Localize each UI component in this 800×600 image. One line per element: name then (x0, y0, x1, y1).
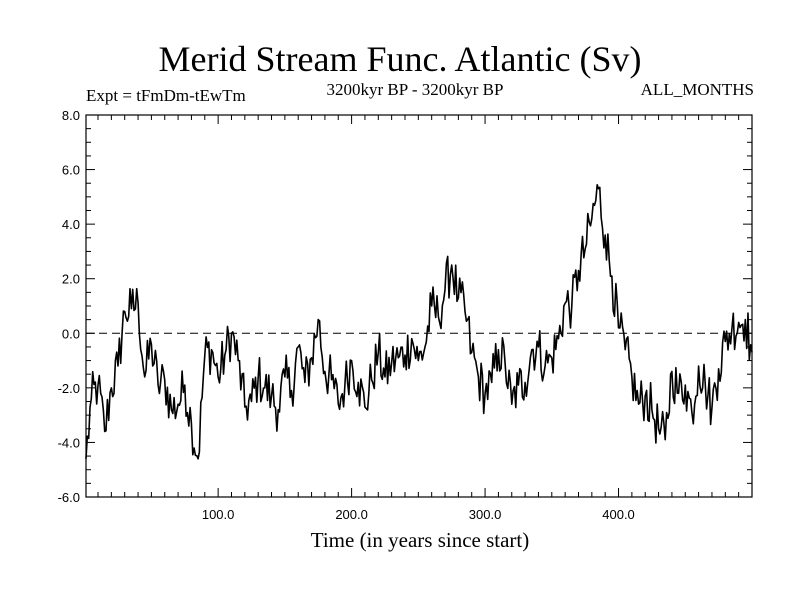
experiment-label: Expt = tFmDm-tEwTm (86, 86, 246, 105)
y-tick-label: 0.0 (62, 326, 80, 341)
x-tick-label: 400.0 (602, 507, 635, 522)
chart-title: Merid Stream Func. Atlantic (Sv) (158, 39, 642, 79)
y-tick-label: 6.0 (62, 163, 80, 178)
x-tick-label: 300.0 (469, 507, 502, 522)
y-tick-label: -2.0 (58, 381, 80, 396)
y-tick-label: 8.0 (62, 108, 80, 123)
period-label: 3200kyr BP - 3200kyr BP (326, 80, 504, 99)
y-tick-label: 2.0 (62, 272, 80, 287)
y-tick-label: 4.0 (62, 217, 80, 232)
plot-frame (85, 114, 753, 498)
months-label: ALL_MONTHS (640, 80, 754, 99)
y-tick-label: -4.0 (58, 435, 80, 450)
x-tick-label: 200.0 (335, 507, 368, 522)
x-axis-label: Time (in years since start) (310, 528, 530, 552)
y-tick-label: -6.0 (58, 490, 80, 505)
series-line (85, 184, 753, 460)
x-tick-label: 100.0 (202, 507, 235, 522)
